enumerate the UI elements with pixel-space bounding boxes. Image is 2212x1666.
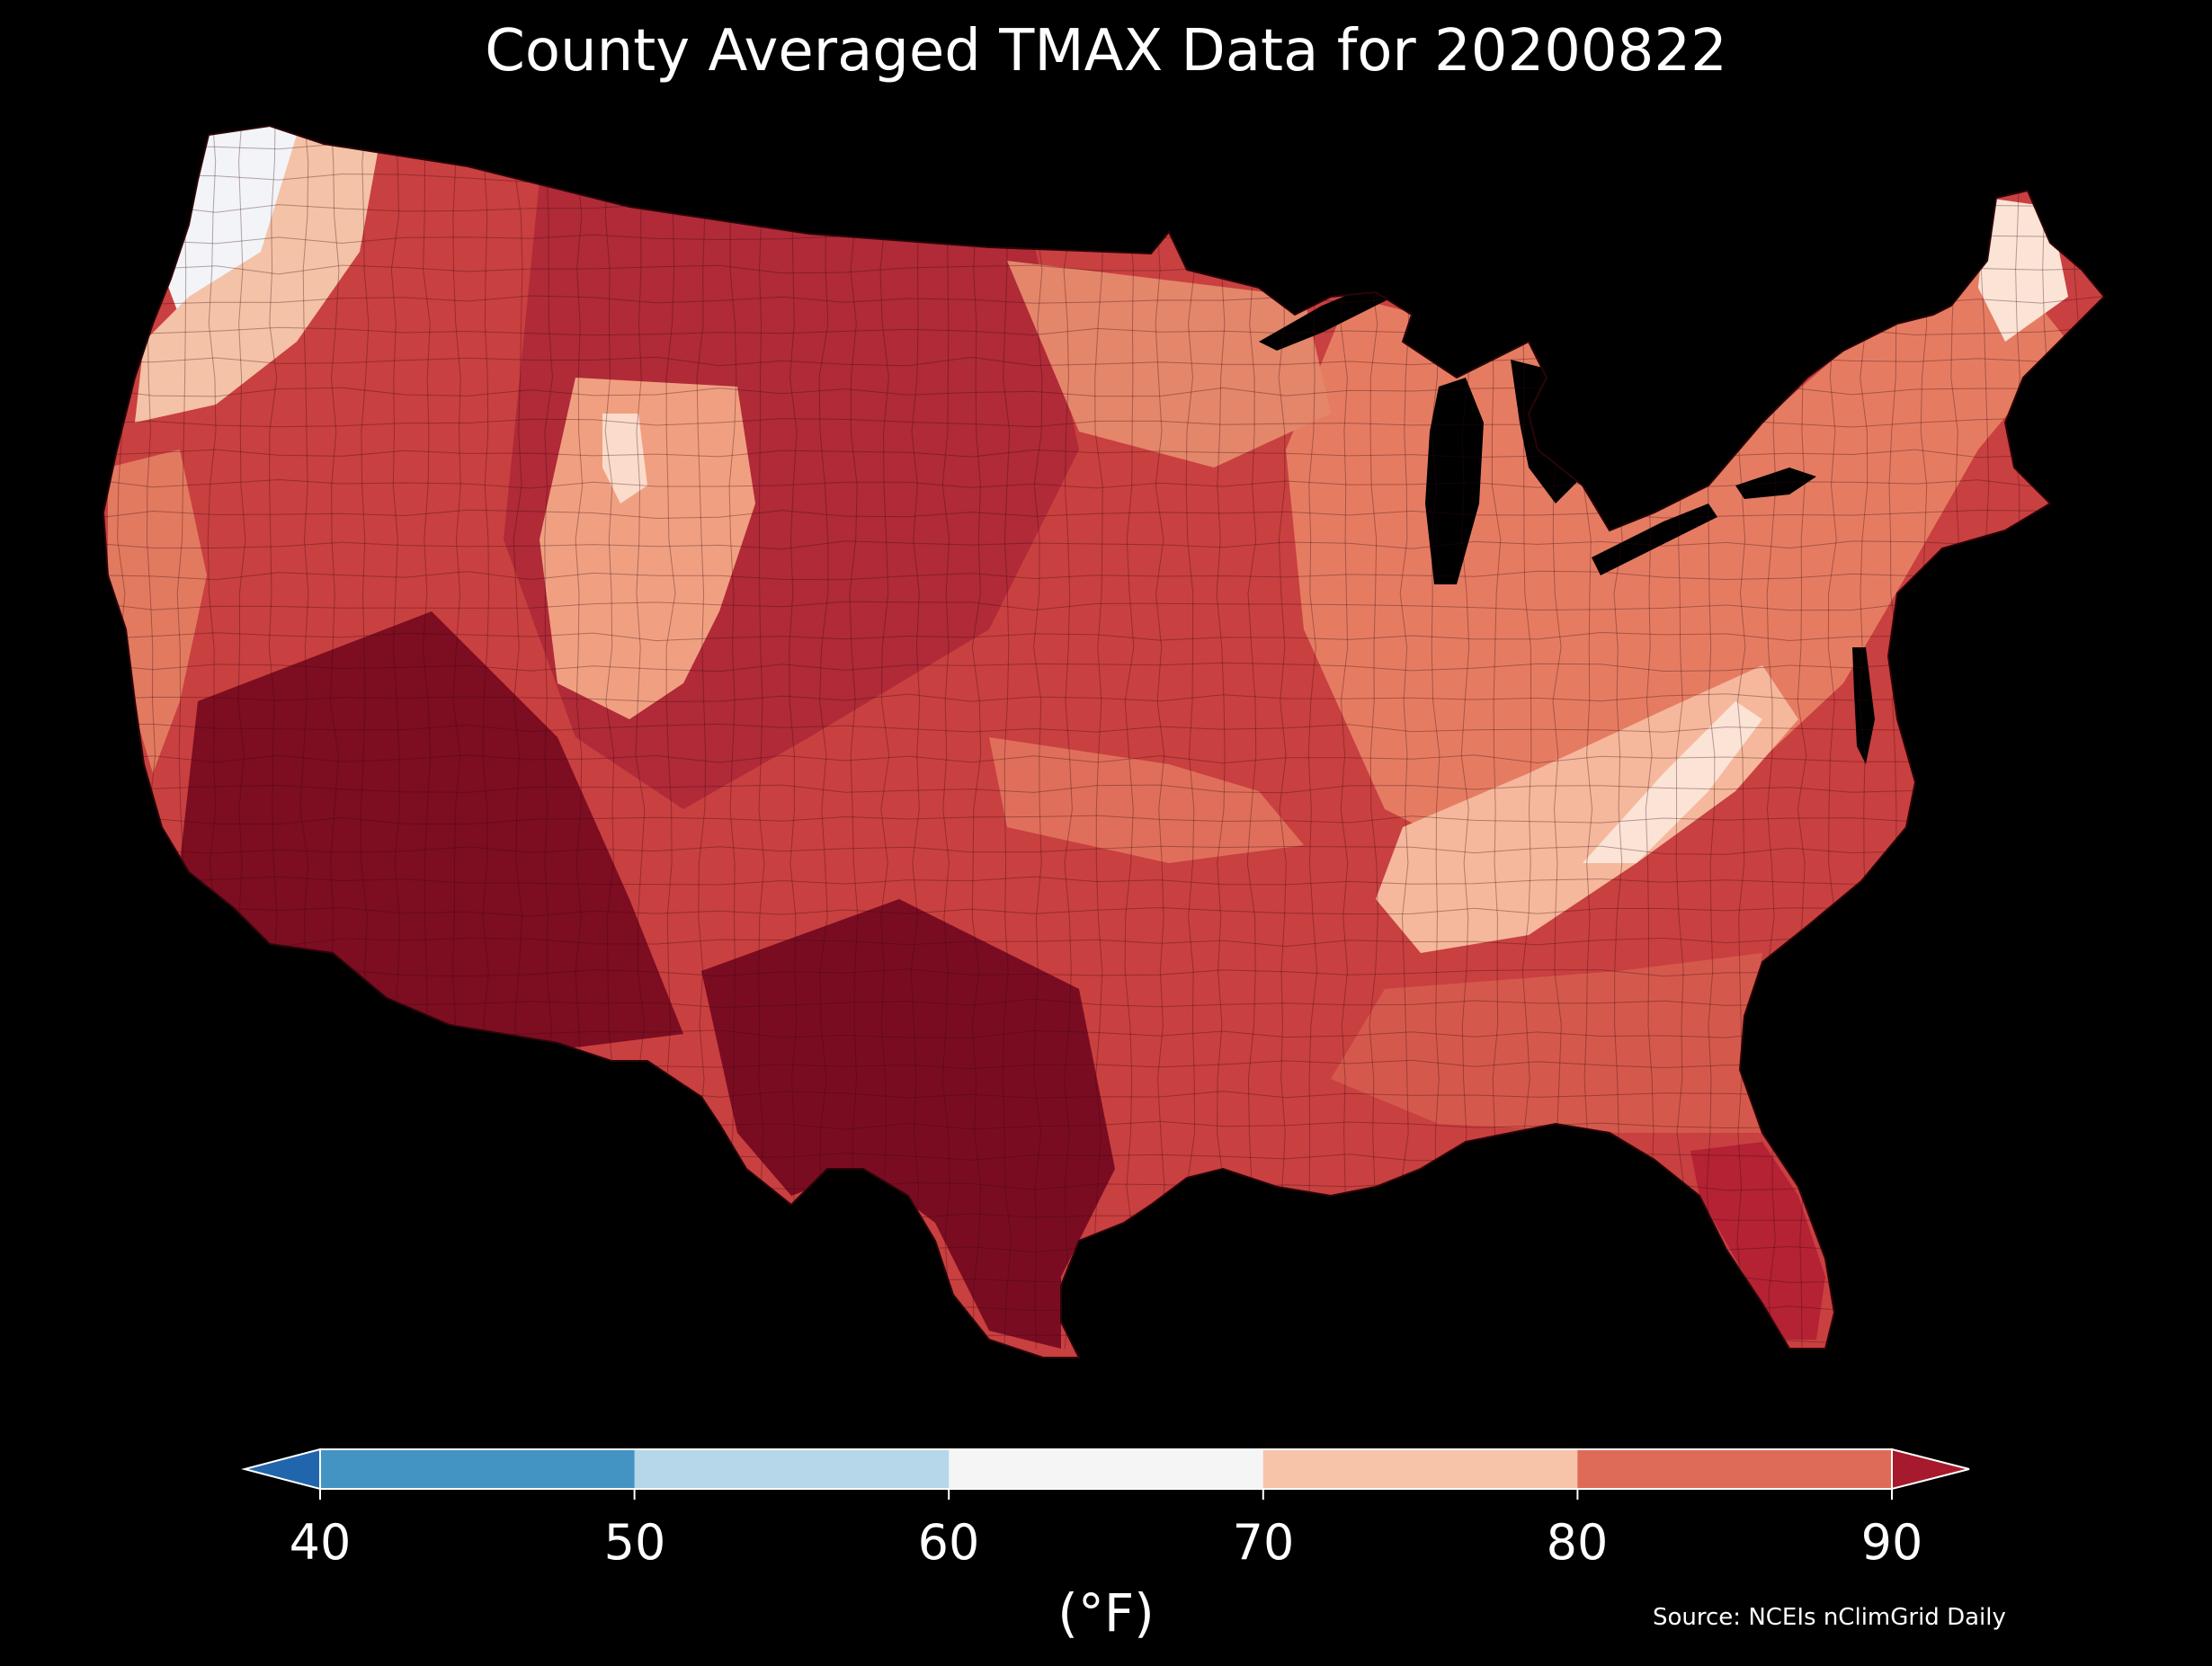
- colorbar-bin: [320, 1449, 636, 1489]
- upper-midwest-mild: [1007, 261, 1331, 468]
- county-boundary-line: [103, 631, 2104, 642]
- appalachian-cool-zone: [1376, 665, 1798, 953]
- county-boundary-line: [103, 540, 2104, 550]
- county-boundary-line: [879, 126, 890, 1350]
- county-boundary-line: [103, 723, 2104, 733]
- county-boundary-line: [103, 968, 2104, 977]
- county-boundary-line: [1033, 126, 1043, 1350]
- lake-michigan: [1425, 378, 1484, 584]
- southwest-very-hot-zone: [180, 611, 683, 1052]
- colorbar-tick-label: 80: [1546, 1514, 1609, 1571]
- texas-very-hot-zone: [701, 899, 1115, 1349]
- northeast-mild-zone: [1286, 252, 2068, 881]
- county-boundary-line: [103, 509, 2104, 520]
- county-boundary-line: [941, 126, 950, 1350]
- chesapeake-bay: [1852, 647, 1875, 764]
- county-boundary-line: [103, 449, 2104, 459]
- county-boundary-line: [1063, 126, 1074, 1350]
- county-boundary-line: [1155, 126, 1165, 1350]
- county-boundary-line: [103, 693, 2104, 703]
- colorbar-tick-marks: [319, 1489, 1893, 1500]
- county-boundary-line: [849, 126, 859, 1350]
- map-title: County Averaged TMAX Data for 20200822: [485, 18, 1727, 85]
- county-boundary-line: [103, 601, 2104, 611]
- county-boundary-line: [103, 845, 2104, 855]
- lake-ontario: [1735, 468, 1816, 499]
- county-boundary-line: [758, 126, 765, 1350]
- county-boundary-line: [1093, 126, 1104, 1350]
- county-boundary-line: [103, 570, 2104, 581]
- source-credit: Source: NCEIs nClimGrid Daily: [1653, 1604, 2006, 1631]
- county-boundary-line: [103, 815, 2104, 825]
- pacific-northwest-cool-zone: [135, 135, 378, 423]
- wyoming-cool-patch: [602, 414, 647, 503]
- colorbar-tick-label: 90: [1860, 1514, 1923, 1571]
- colorbar-over-arrow: [1891, 1448, 1970, 1491]
- florida-hot: [1690, 1142, 1825, 1340]
- county-boundary-line: [971, 126, 982, 1350]
- colorbar-tick-label: 50: [603, 1514, 666, 1571]
- county-boundary-line: [910, 126, 921, 1350]
- county-boundary-line: [789, 126, 798, 1350]
- colorbar-bin: [1577, 1449, 1893, 1489]
- county-boundary-line: [103, 754, 2104, 764]
- rockies-mild-zone: [540, 378, 755, 719]
- county-boundary-line: [103, 478, 2104, 489]
- county-boundary-line: [1124, 126, 1135, 1350]
- county-boundary-line: [727, 126, 737, 1350]
- county-boundary-line: [103, 876, 2104, 886]
- colorbar-bins: [320, 1449, 1893, 1489]
- colorbar-under-arrow: [241, 1448, 321, 1491]
- county-boundary-line: [1002, 126, 1012, 1350]
- lake-huron: [1511, 360, 1583, 503]
- county-boundary-line: [103, 906, 2104, 917]
- colorbar-frame: [319, 1448, 1893, 1490]
- great-plains-mild-band: [989, 737, 1304, 863]
- colorbar-bin: [1262, 1449, 1578, 1489]
- county-boundary-line: [103, 662, 2104, 673]
- colorbar-tick-label: 60: [917, 1514, 980, 1571]
- colorbar-unit-label: (°F): [1057, 1582, 1155, 1644]
- lake-superior: [1259, 283, 1394, 351]
- colorbar-tick-label: 40: [289, 1514, 352, 1571]
- county-boundary-line: [103, 937, 2104, 948]
- lake-erie: [1592, 503, 1717, 575]
- appalachian-coolest-ridge: [1583, 701, 1762, 863]
- colorbar-bin: [949, 1449, 1264, 1489]
- southeast-warm: [1331, 953, 1762, 1133]
- county-boundary-line: [818, 126, 829, 1350]
- county-boundary-line: [103, 784, 2104, 795]
- colorbar-bin: [634, 1449, 950, 1489]
- colorbar-tick-label: 70: [1232, 1514, 1295, 1571]
